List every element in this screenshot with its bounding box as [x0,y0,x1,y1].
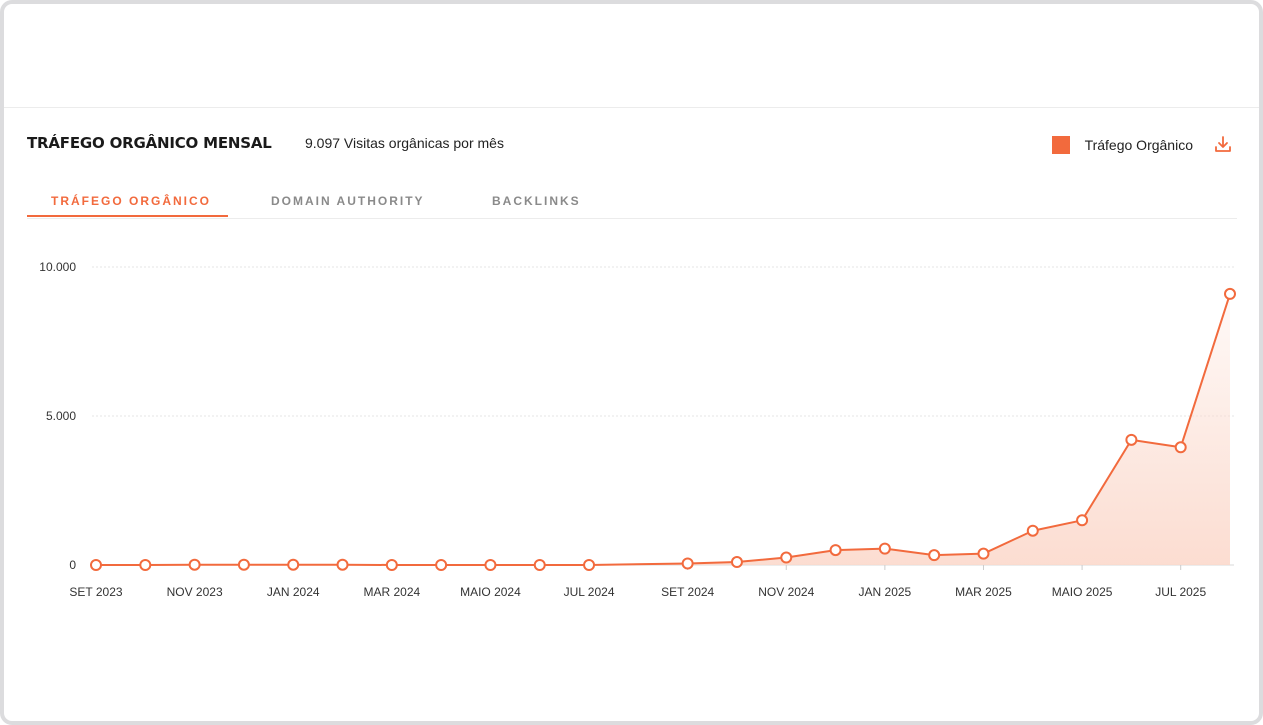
legend-swatch [1051,136,1070,154]
x-tick-label: MAR 2024 [363,585,420,599]
legend-label: Tráfego Orgânico [1084,137,1193,153]
x-tick-label: JAN 2024 [267,585,320,599]
data-point [1224,287,1236,300]
data-point [583,559,596,571]
series-line [96,293,1231,566]
legend: Tráfego Orgânico [1051,136,1193,154]
data-point [1026,524,1039,537]
x-tick-label: MAIO 2025 [1052,585,1113,599]
x-tick-label: NOV 2023 [167,585,223,599]
data-point [287,558,300,571]
chart-title: TRÁFEGO ORGÂNICO MENSAL [27,134,272,152]
data-point [928,549,941,562]
data-point [90,559,102,571]
series-area [96,293,1230,565]
chart-tabs: TRÁFEGO ORGÂNICO DOMAIN AUTHORITY BACKLI… [27,190,1237,219]
download-icon[interactable] [1213,134,1233,154]
data-point [1076,514,1089,527]
traffic-chart: 0 5.000 10.000 SET 2023 NOV 2023 JAN 2024 MAR … [39,260,1236,599]
data-point [878,542,891,555]
x-tick-label: NOV 2024 [758,585,814,599]
y-tick-label: 5.000 [46,409,76,423]
data-point [237,558,250,571]
monthly-visits-summary: 9.097 Visitas orgânicas por mês [305,135,504,151]
x-tick-label: MAIO 2024 [460,585,521,599]
data-point [188,558,201,571]
tab-domain-authority[interactable]: DOMAIN AUTHORITY [271,194,425,208]
tab-trafego-organico[interactable]: TRÁFEGO ORGÂNICO [27,194,228,217]
x-tick-label: MAR 2025 [955,585,1012,599]
data-point [435,559,448,571]
tab-backlinks[interactable]: BACKLINKS [492,194,581,208]
y-tick-label: 10.000 [39,260,76,274]
data-point [385,559,398,571]
x-tick-label: JUL 2025 [1155,585,1206,599]
x-tick-label: SET 2024 [661,585,714,599]
data-point [1125,433,1138,446]
data-point [977,547,990,560]
data-point [139,559,152,571]
top-divider [4,107,1259,108]
data-point [829,544,842,557]
x-tick-label: JAN 2025 [859,585,912,599]
y-tick-label: 0 [69,558,76,572]
data-point [484,559,497,571]
data-point [336,558,349,571]
data-point [780,551,793,564]
data-point [533,559,546,571]
data-point [681,557,694,570]
x-tick-label: JUL 2024 [564,585,615,599]
data-point [1174,441,1187,454]
chart-header: TRÁFEGO ORGÂNICO MENSAL 9.097 Visitas or… [27,130,1233,160]
x-tick-label: SET 2023 [69,585,122,599]
data-point [730,556,743,569]
